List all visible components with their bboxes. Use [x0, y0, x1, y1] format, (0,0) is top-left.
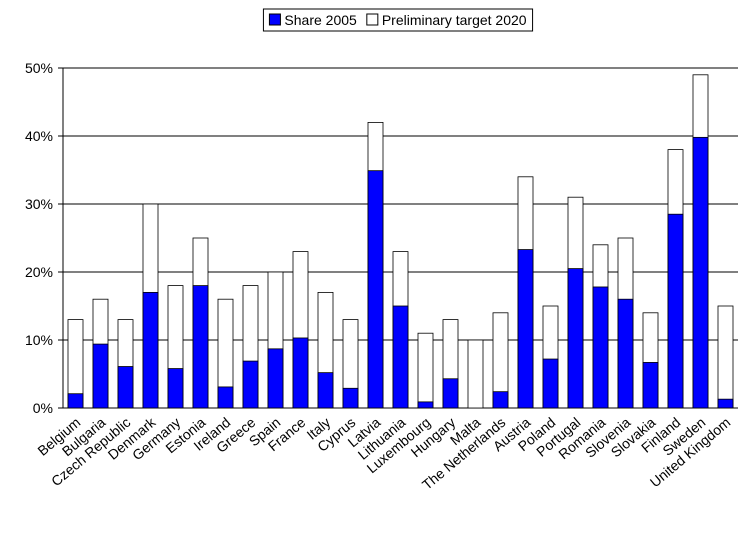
- legend: Share 2005 Preliminary target 2020: [262, 8, 534, 32]
- bar: [667, 213, 684, 409]
- bar: [492, 391, 509, 409]
- legend-swatch: [268, 13, 281, 26]
- bar: [642, 362, 659, 409]
- bar: [292, 337, 309, 409]
- y-tick-label: 40%: [25, 128, 53, 144]
- bar: [717, 305, 734, 409]
- bar: [617, 298, 634, 409]
- bar: [67, 393, 84, 409]
- bar: [117, 366, 134, 409]
- y-tick-label: 30%: [25, 196, 53, 212]
- bar: [417, 401, 434, 409]
- bar: [267, 348, 284, 409]
- legend-swatch: [366, 13, 379, 26]
- bar: [567, 268, 584, 409]
- bar: [592, 286, 609, 409]
- bar: [217, 386, 234, 409]
- bar: [392, 305, 409, 409]
- bar: [467, 339, 484, 409]
- bar: [517, 249, 534, 409]
- bar: [692, 136, 709, 409]
- bar: [342, 387, 359, 409]
- bar: [167, 368, 184, 409]
- bar: [442, 378, 459, 409]
- legend-box: [262, 8, 534, 32]
- y-tick-label: 50%: [25, 60, 53, 76]
- bar: [242, 360, 259, 409]
- bar: [92, 343, 109, 409]
- y-tick-label: 10%: [25, 332, 53, 348]
- legend-label: Preliminary target 2020: [382, 12, 527, 28]
- bar: [192, 285, 209, 409]
- bar: [142, 291, 159, 409]
- legend-label: Share 2005: [284, 12, 357, 28]
- bar: [717, 398, 734, 409]
- y-tick-label: 0%: [33, 400, 53, 416]
- bar: [417, 332, 434, 409]
- bar: [542, 358, 559, 409]
- y-tick-label: 20%: [25, 264, 53, 280]
- bar: [317, 372, 334, 409]
- bar: [367, 170, 384, 409]
